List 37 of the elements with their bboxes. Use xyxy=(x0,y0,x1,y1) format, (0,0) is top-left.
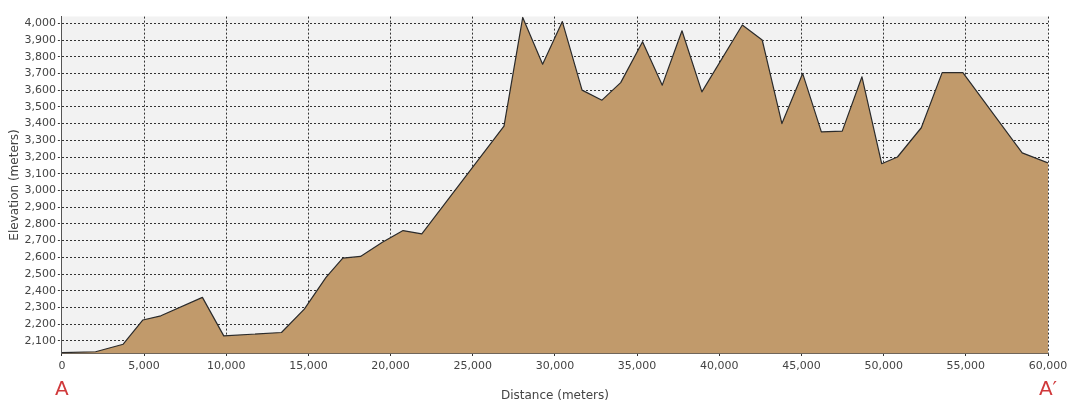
x-tick-label: 45,000 xyxy=(782,358,821,372)
y-tick-label: 3,900 xyxy=(24,32,56,46)
x-tick-label: 0 xyxy=(58,358,66,372)
x-axis-title: Distance (meters) xyxy=(500,387,609,402)
y-tick-label: 2,700 xyxy=(24,233,56,247)
text: A xyxy=(55,375,70,400)
y-tick-label: 2,900 xyxy=(24,200,56,214)
x-tick-label: 10,000 xyxy=(206,358,246,372)
x-tick-label: 30,000 xyxy=(535,358,575,372)
y-tick-label: 3,100 xyxy=(24,166,56,180)
x-tick-label: 50,000 xyxy=(864,358,903,372)
y-tick-label: 3,400 xyxy=(24,116,56,130)
y-tick-label: 2,800 xyxy=(24,216,56,230)
y-tick-label: 2,500 xyxy=(24,266,56,280)
x-tick-label: 5,000 xyxy=(128,358,160,372)
y-tick-label: 3,000 xyxy=(24,183,56,197)
y-tick-label: 2,400 xyxy=(24,283,56,297)
y-tick-label: 2,600 xyxy=(24,250,56,264)
y-tick-label: 2,200 xyxy=(24,317,56,331)
x-tick-label: 20,000 xyxy=(371,358,410,372)
x-tick-label: 60,000 xyxy=(1028,358,1068,372)
y-tick-label: 3,300 xyxy=(24,133,56,147)
y-tick-label: 3,600 xyxy=(24,83,56,96)
x-tick-label: 15,000 xyxy=(289,358,328,372)
y-tick-label: 3,200 xyxy=(24,149,56,163)
x-tick-label: 35,000 xyxy=(617,358,657,372)
y-tick-label: 2,100 xyxy=(24,333,56,347)
y-tick-label: 4,000 xyxy=(24,16,56,30)
x-tick-label: 25,000 xyxy=(453,358,493,372)
y-tick-label: 2,300 xyxy=(24,300,56,314)
y-tick-label: 3,700 xyxy=(24,66,56,80)
y-tick-label: 3,800 xyxy=(24,49,56,63)
y-axis-title: Elevation (meters) xyxy=(7,129,22,241)
y-tick-label: 3,500 xyxy=(24,99,56,113)
x-tick-label: 40,000 xyxy=(700,358,739,372)
text: A′ xyxy=(1038,375,1058,400)
x-tick-label: 55,000 xyxy=(946,358,986,372)
